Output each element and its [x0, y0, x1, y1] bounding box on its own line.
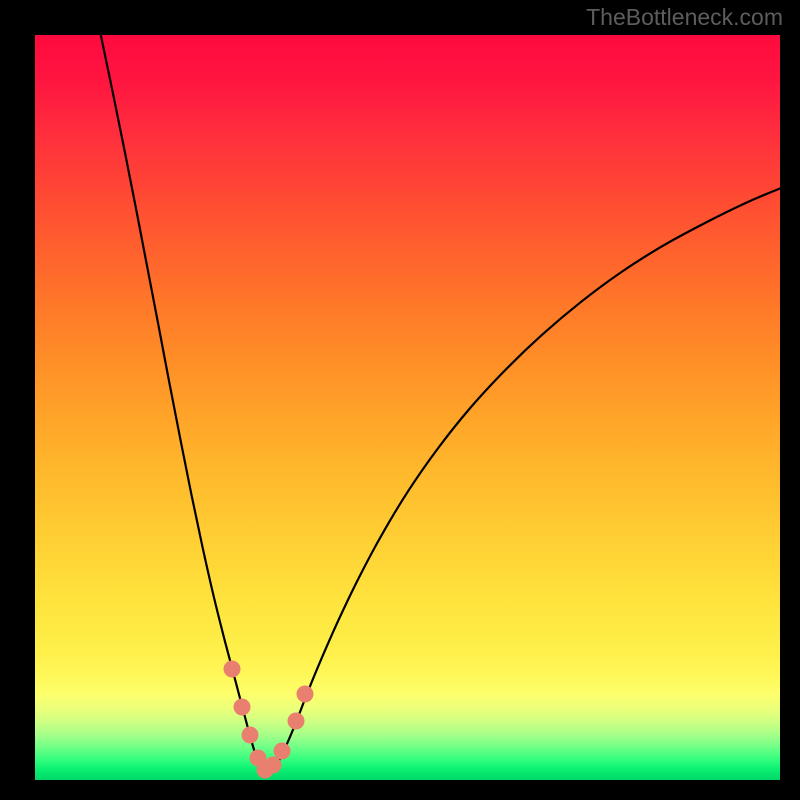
bottleneck-curve [91, 35, 780, 773]
figure-root: { "canvas": { "width": 800, "height": 80… [0, 0, 800, 800]
plot-area [35, 35, 780, 780]
data-marker [297, 686, 314, 703]
data-marker [274, 742, 291, 759]
watermark-text: TheBottleneck.com [586, 4, 783, 31]
curve-layer [35, 35, 780, 780]
data-marker [223, 660, 240, 677]
data-marker [234, 698, 251, 715]
data-marker [242, 727, 259, 744]
data-marker [287, 713, 304, 730]
